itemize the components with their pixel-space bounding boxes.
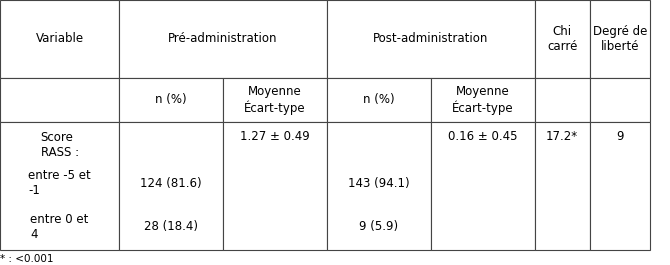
Text: n (%): n (%) bbox=[155, 94, 187, 107]
Bar bbox=[119, 122, 223, 250]
Text: 28 (18.4): 28 (18.4) bbox=[144, 220, 198, 233]
Text: 17.2*: 17.2* bbox=[546, 130, 578, 143]
Text: entre 0 et
4: entre 0 et 4 bbox=[30, 213, 89, 241]
Bar bbox=[119, 78, 223, 122]
Text: Moyenne
Écart-type: Moyenne Écart-type bbox=[452, 85, 513, 115]
Bar bbox=[223, 78, 327, 122]
Text: Post-administration: Post-administration bbox=[373, 33, 488, 46]
Bar bbox=[119, 0, 327, 78]
Text: 1.27 ± 0.49: 1.27 ± 0.49 bbox=[240, 130, 310, 143]
Bar bbox=[0, 0, 119, 78]
Bar bbox=[535, 0, 590, 78]
Text: 143 (94.1): 143 (94.1) bbox=[348, 177, 409, 190]
Text: Degré de
liberté: Degré de liberté bbox=[592, 25, 647, 53]
Bar bbox=[535, 78, 590, 122]
Text: Pré-administration: Pré-administration bbox=[168, 33, 278, 46]
Bar bbox=[590, 122, 650, 250]
Text: 9 (5.9): 9 (5.9) bbox=[359, 220, 399, 233]
Text: 9: 9 bbox=[616, 130, 624, 143]
Bar bbox=[0, 78, 119, 122]
Text: Chi
carré: Chi carré bbox=[547, 25, 578, 53]
Bar bbox=[431, 122, 535, 250]
Bar bbox=[590, 0, 650, 78]
Text: Score
RASS :: Score RASS : bbox=[41, 131, 78, 159]
Bar bbox=[327, 0, 535, 78]
Bar bbox=[431, 78, 535, 122]
Bar bbox=[327, 122, 431, 250]
Text: Moyenne
Écart-type: Moyenne Écart-type bbox=[245, 85, 306, 115]
Bar bbox=[327, 78, 431, 122]
Text: entre -5 et
-1: entre -5 et -1 bbox=[28, 169, 91, 197]
Text: Variable: Variable bbox=[36, 33, 84, 46]
Bar bbox=[590, 78, 650, 122]
Bar bbox=[0, 122, 119, 250]
Text: 124 (81.6): 124 (81.6) bbox=[141, 177, 202, 190]
Bar bbox=[535, 122, 590, 250]
Text: * : <0.001: * : <0.001 bbox=[0, 254, 54, 264]
Text: 0.16 ± 0.45: 0.16 ± 0.45 bbox=[448, 130, 517, 143]
Bar bbox=[223, 122, 327, 250]
Text: n (%): n (%) bbox=[363, 94, 395, 107]
